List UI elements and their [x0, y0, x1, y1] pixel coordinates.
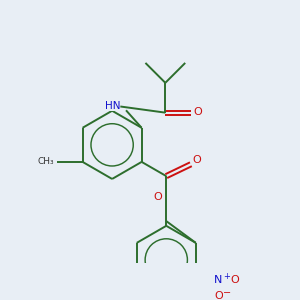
Text: O: O	[214, 291, 223, 300]
Text: CH₃: CH₃	[37, 158, 54, 166]
Text: −: −	[223, 288, 231, 298]
Text: O: O	[193, 107, 202, 117]
Text: O: O	[192, 155, 201, 166]
Text: N: N	[214, 275, 223, 285]
Text: O: O	[231, 275, 239, 285]
Text: +: +	[224, 272, 230, 280]
Text: HN: HN	[105, 101, 120, 112]
Text: O: O	[154, 192, 163, 203]
